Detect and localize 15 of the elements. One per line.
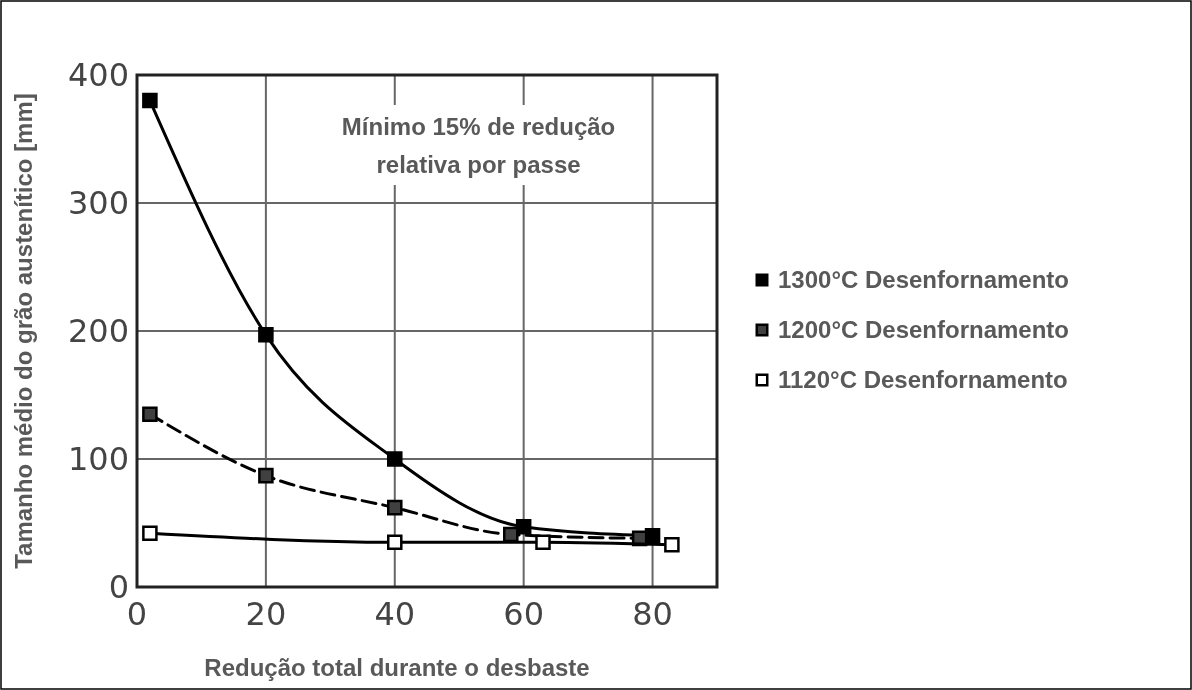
annotation: Mínimo 15% de redução relativa por passe [341, 113, 616, 178]
y-tick-label: 300 [67, 184, 129, 222]
x-tick-label: 80 [632, 595, 673, 633]
y-axis-title: Tamanho médio do grão austenítico [mm] [10, 93, 37, 569]
x-tick-label: 20 [245, 595, 287, 633]
x-axis-title: Redução total durante o desbaste [204, 654, 590, 681]
x-tick-label: 60 [503, 595, 545, 633]
legend-label: 1120°C Desenfornamento [778, 366, 1068, 393]
legend-label: 1300°C Desenfornamento [778, 266, 1070, 293]
y-tick-label: 100 [67, 440, 129, 478]
x-tick-label: 40 [374, 595, 416, 633]
legend-label: 1200°C Desenfornamento [778, 316, 1070, 343]
y-tick-label: 200 [67, 312, 129, 350]
y-tick-label: 0 [108, 568, 129, 606]
y-tick-label: 400 [67, 56, 129, 94]
